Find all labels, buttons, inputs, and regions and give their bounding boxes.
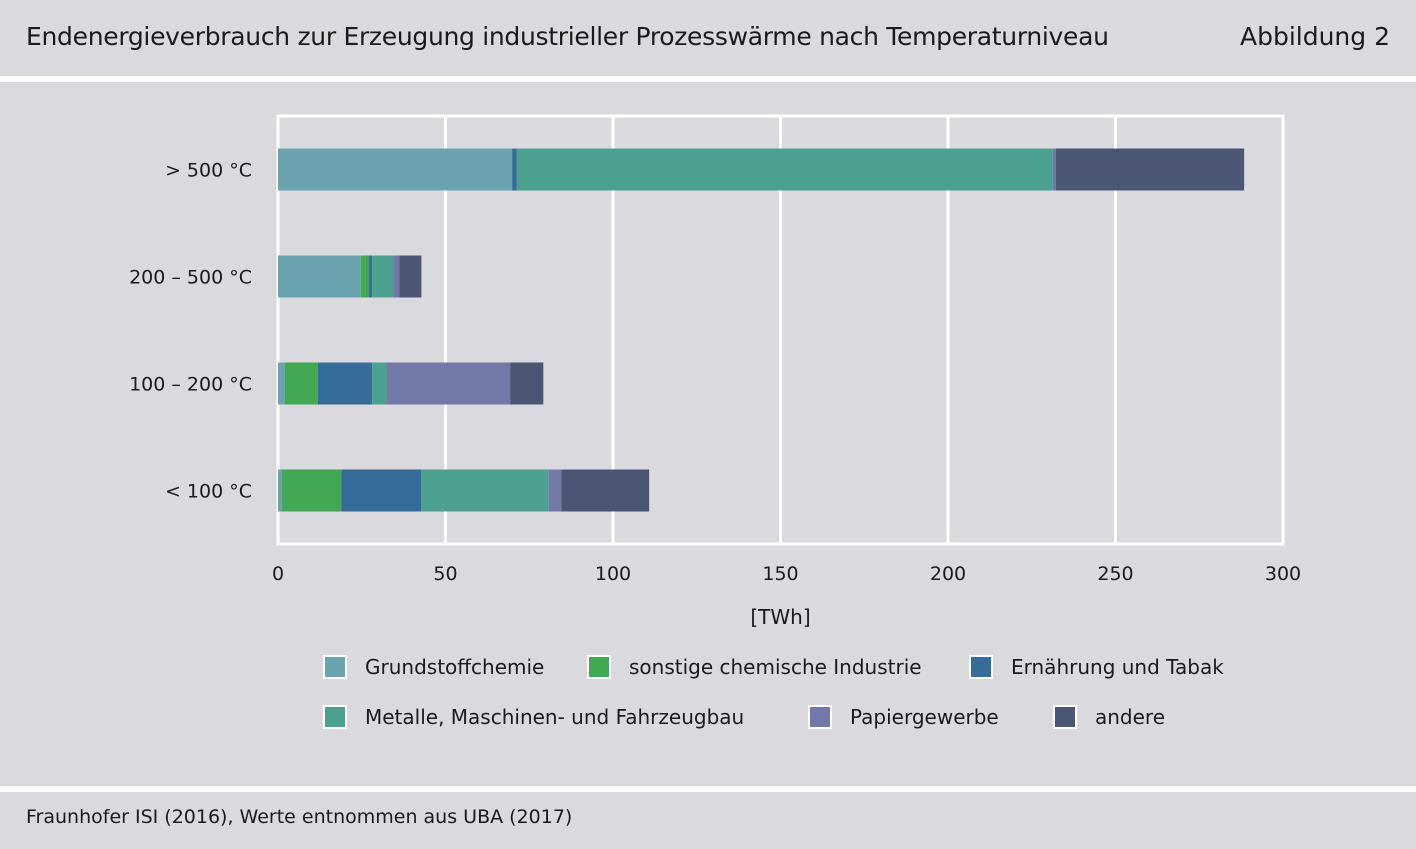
bar-segment <box>360 255 369 298</box>
legend-label: sonstige chemische Industrie <box>629 655 922 679</box>
bar-segment <box>278 148 513 191</box>
legend-label: Ernährung und Tabak <box>1011 655 1224 679</box>
x-tick-labels: 0 50 100 150 200 250 300 <box>272 563 1301 585</box>
bar-group <box>278 469 650 512</box>
legend-label: Grundstoffchemie <box>365 655 545 679</box>
x-tick-label: 250 <box>1097 563 1133 585</box>
x-tick-label: 100 <box>595 563 631 585</box>
bar-segment <box>278 362 285 405</box>
x-tick-label: 0 <box>272 563 284 585</box>
figure-label: Abbildung 2 <box>1239 22 1390 51</box>
legend-item: sonstige chemische Industrie <box>587 655 922 679</box>
category-label: < 100 °C <box>165 481 252 503</box>
bar-group <box>278 362 544 405</box>
bar-segment <box>278 255 361 298</box>
bar-group <box>278 148 1245 191</box>
legend-swatch <box>808 705 832 729</box>
bar-chart: > 500 °C 200 – 500 °C 100 – 200 °C < 100 °C… <box>129 114 1301 629</box>
category-labels: > 500 °C 200 – 500 °C 100 – 200 °C < 100 °C <box>129 160 252 503</box>
bar-segment <box>548 469 562 512</box>
header-divider <box>0 76 1416 82</box>
legend-swatch <box>323 655 347 679</box>
bar-segment <box>341 469 422 512</box>
legend-label: andere <box>1095 705 1166 729</box>
bar-segment <box>372 362 387 405</box>
legend-item: Grundstoffchemie <box>323 655 544 679</box>
bar-group <box>278 255 422 298</box>
bar-segment <box>368 255 373 298</box>
legend-swatch <box>587 655 611 679</box>
bar-segment <box>510 362 544 405</box>
bar-segment <box>393 255 400 298</box>
bar-segment <box>516 148 1053 191</box>
legend-swatch <box>1053 705 1077 729</box>
chart-title: Endenergieverbrauch zur Erzeugung indust… <box>26 22 1109 51</box>
legend-item: andere <box>1053 705 1165 729</box>
category-label: 100 – 200 °C <box>129 374 252 396</box>
x-axis-title: [TWh] <box>750 605 810 629</box>
x-tick-label: 300 <box>1265 563 1301 585</box>
x-tick-label: 200 <box>930 563 966 585</box>
legend-item: Papiergewerbe <box>808 705 999 729</box>
bar-segment <box>282 469 342 512</box>
bar-segment <box>278 469 283 512</box>
bar-segment <box>284 362 318 405</box>
bar-segment <box>1052 148 1056 191</box>
bar-segment <box>561 469 650 512</box>
bars <box>278 148 1245 512</box>
category-label: > 500 °C <box>165 160 252 182</box>
legend-item: Metalle, Maschinen- und Fahrzeugbau <box>323 705 744 729</box>
legend-item: Ernährung und Tabak <box>969 655 1224 679</box>
bar-segment <box>512 148 517 191</box>
bar-segment <box>421 469 549 512</box>
bar-segment <box>372 255 394 298</box>
legend-label: Metalle, Maschinen- und Fahrzeugbau <box>365 705 745 729</box>
bar-segment <box>317 362 373 405</box>
x-tick-label: 50 <box>433 563 457 585</box>
category-label: 200 – 500 °C <box>129 267 252 289</box>
legend-swatch <box>969 655 993 679</box>
header: Endenergieverbrauch zur Erzeugung indust… <box>0 0 1416 76</box>
source-note: Fraunhofer ISI (2016), Werte entnommen a… <box>26 806 573 828</box>
legend-swatch <box>323 705 347 729</box>
footer-divider <box>0 786 1416 792</box>
bar-segment <box>386 362 511 405</box>
bar-segment <box>1055 148 1245 191</box>
legend-label: Papiergewerbe <box>850 705 999 729</box>
bar-segment <box>399 255 422 298</box>
x-tick-label: 150 <box>762 563 798 585</box>
